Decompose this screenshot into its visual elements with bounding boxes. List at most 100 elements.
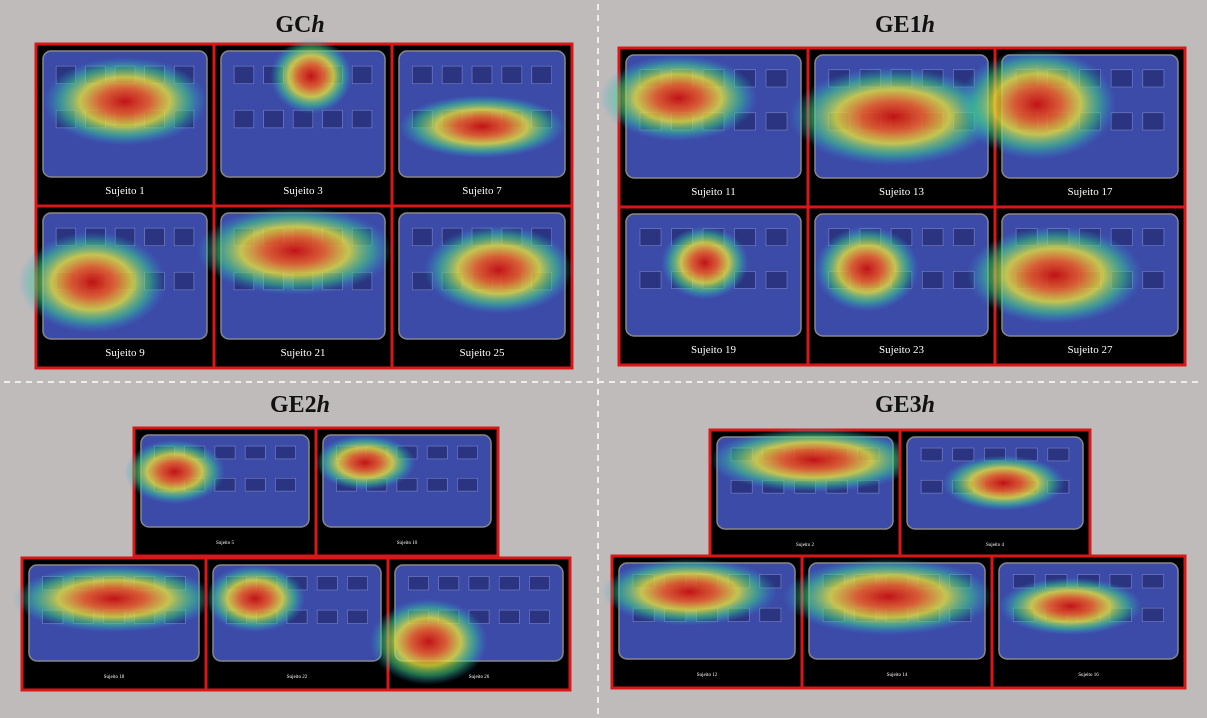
subject-label: Sujeito 12 <box>697 673 718 678</box>
subject-label: Sujeito 11 <box>691 186 736 198</box>
screen-panel <box>499 577 519 590</box>
subject-label: Sujeito 5 <box>216 541 234 546</box>
screen-panel <box>922 229 943 246</box>
subject-label: Sujeito 21 <box>281 347 326 359</box>
panel-title: GE2h <box>270 392 330 418</box>
heatmap-tile: Sujeito 2 <box>708 428 919 558</box>
hotspot <box>196 207 393 295</box>
heatmap-tile: Sujeito 22 <box>205 558 388 690</box>
screen-panel <box>323 110 343 128</box>
screen-panel <box>245 478 265 491</box>
screen-panel <box>352 110 372 128</box>
title-italic: h <box>311 12 324 38</box>
hotspot <box>18 232 166 333</box>
heatmap-tile: Sujeito 26 <box>370 558 570 690</box>
subject-label: Sujeito 26 <box>469 675 490 680</box>
subject-label: Sujeito 25 <box>460 347 505 359</box>
hotspot <box>270 38 352 114</box>
screen-panel <box>1143 229 1164 246</box>
screen-panel <box>1142 608 1163 621</box>
heatmap-tile: Sujeito 21 <box>196 206 393 368</box>
subject-label: Sujeito 14 <box>887 673 908 678</box>
screen-panel <box>1142 575 1163 588</box>
hotspot <box>43 57 207 145</box>
figure: GCh Sujeito 1 Sujeito 3 Sujeito 7 Sujeito 9 S… <box>0 0 1207 718</box>
heatmap-tile: Sujeito 1 <box>36 44 214 206</box>
screen-panel <box>532 66 552 84</box>
hotspot <box>424 226 573 314</box>
subject-label: Sujeito 1 <box>105 185 144 197</box>
screen-panel <box>922 271 943 288</box>
hotspot <box>783 558 994 635</box>
subject-label: Sujeito 27 <box>1068 344 1113 356</box>
screen-panel <box>1143 70 1164 87</box>
screen-panel <box>234 66 254 84</box>
heatmap-tile: Sujeito 7 <box>392 44 572 206</box>
subject-label: Sujeito 23 <box>879 344 924 356</box>
heatmap-tile: Sujeito 5 <box>124 428 316 556</box>
subject-label: Sujeito 9 <box>105 347 145 359</box>
screen-panel <box>408 577 428 590</box>
hotspot <box>370 599 488 685</box>
subject-label: Sujeito 3 <box>283 185 323 197</box>
screen-panel <box>529 577 549 590</box>
heatmap-tile: Sujeito 23 <box>808 207 995 365</box>
hotspot <box>315 435 416 490</box>
screen-panel <box>1048 448 1069 461</box>
heatmap-tile: Sujeito 16 <box>992 556 1185 688</box>
hotspot <box>999 577 1142 635</box>
title-main: GE2 <box>270 392 317 418</box>
heatmap-tile: Sujeito 4 <box>900 430 1090 558</box>
subject-label: Sujeito 4 <box>986 543 1004 548</box>
screen-panel <box>145 228 165 246</box>
screen-panel <box>469 577 489 590</box>
heatmap-tile: Sujeito 25 <box>392 206 573 368</box>
screen-panel <box>317 577 337 590</box>
hotspot <box>600 55 758 141</box>
screen-panel <box>234 110 254 128</box>
subject-label: Sujeito 19 <box>691 344 736 356</box>
title-italic: h <box>317 392 330 418</box>
panel-title: GCh <box>275 12 324 38</box>
subject-label: Sujeito 17 <box>1068 186 1113 198</box>
hotspot <box>205 565 306 632</box>
heatmap-tile: Sujeito 12 <box>601 556 802 688</box>
heatmap-tile: Sujeito 19 <box>619 207 808 365</box>
screen-panel <box>317 610 337 623</box>
screen-panel <box>174 228 194 246</box>
screen-panel <box>352 66 372 84</box>
hotspot <box>967 226 1143 324</box>
hotspot <box>942 455 1065 510</box>
screen-panel <box>457 478 477 491</box>
screen-panel <box>427 478 447 491</box>
heatmap-tile: Sujeito 9 <box>18 206 214 368</box>
subject-label: Sujeito 13 <box>879 186 924 198</box>
screen-panel <box>412 228 432 246</box>
screen-panel <box>275 446 295 459</box>
screen-panel <box>766 229 787 246</box>
screen-panel <box>457 446 477 459</box>
screen-panel <box>953 229 974 246</box>
screen-panel <box>245 446 265 459</box>
screen-panel <box>766 271 787 288</box>
heatmap-tile: Sujeito 10 <box>315 428 498 556</box>
screen-panel <box>1143 271 1164 288</box>
screen-panel <box>347 577 367 590</box>
screen-panel <box>502 66 522 84</box>
screen-panel <box>174 272 194 290</box>
hotspot <box>815 226 919 311</box>
screen-panel <box>347 610 367 623</box>
screen-panel <box>766 70 787 87</box>
title-italic: h <box>922 12 935 38</box>
subject-label: Sujeito 10 <box>397 541 418 546</box>
subject-label: Sujeito 22 <box>287 675 308 680</box>
subject-label: Sujeito 7 <box>462 185 502 197</box>
screen-panel <box>640 271 661 288</box>
screen-panel <box>529 610 549 623</box>
screen-panel <box>499 610 519 623</box>
heatmap-tile: Sujeito 18 <box>12 558 216 690</box>
panel-title: GE3h <box>875 392 935 418</box>
heatmap-tile: Sujeito 27 <box>967 207 1185 365</box>
hotspot <box>12 565 216 632</box>
screen-panel <box>472 66 492 84</box>
